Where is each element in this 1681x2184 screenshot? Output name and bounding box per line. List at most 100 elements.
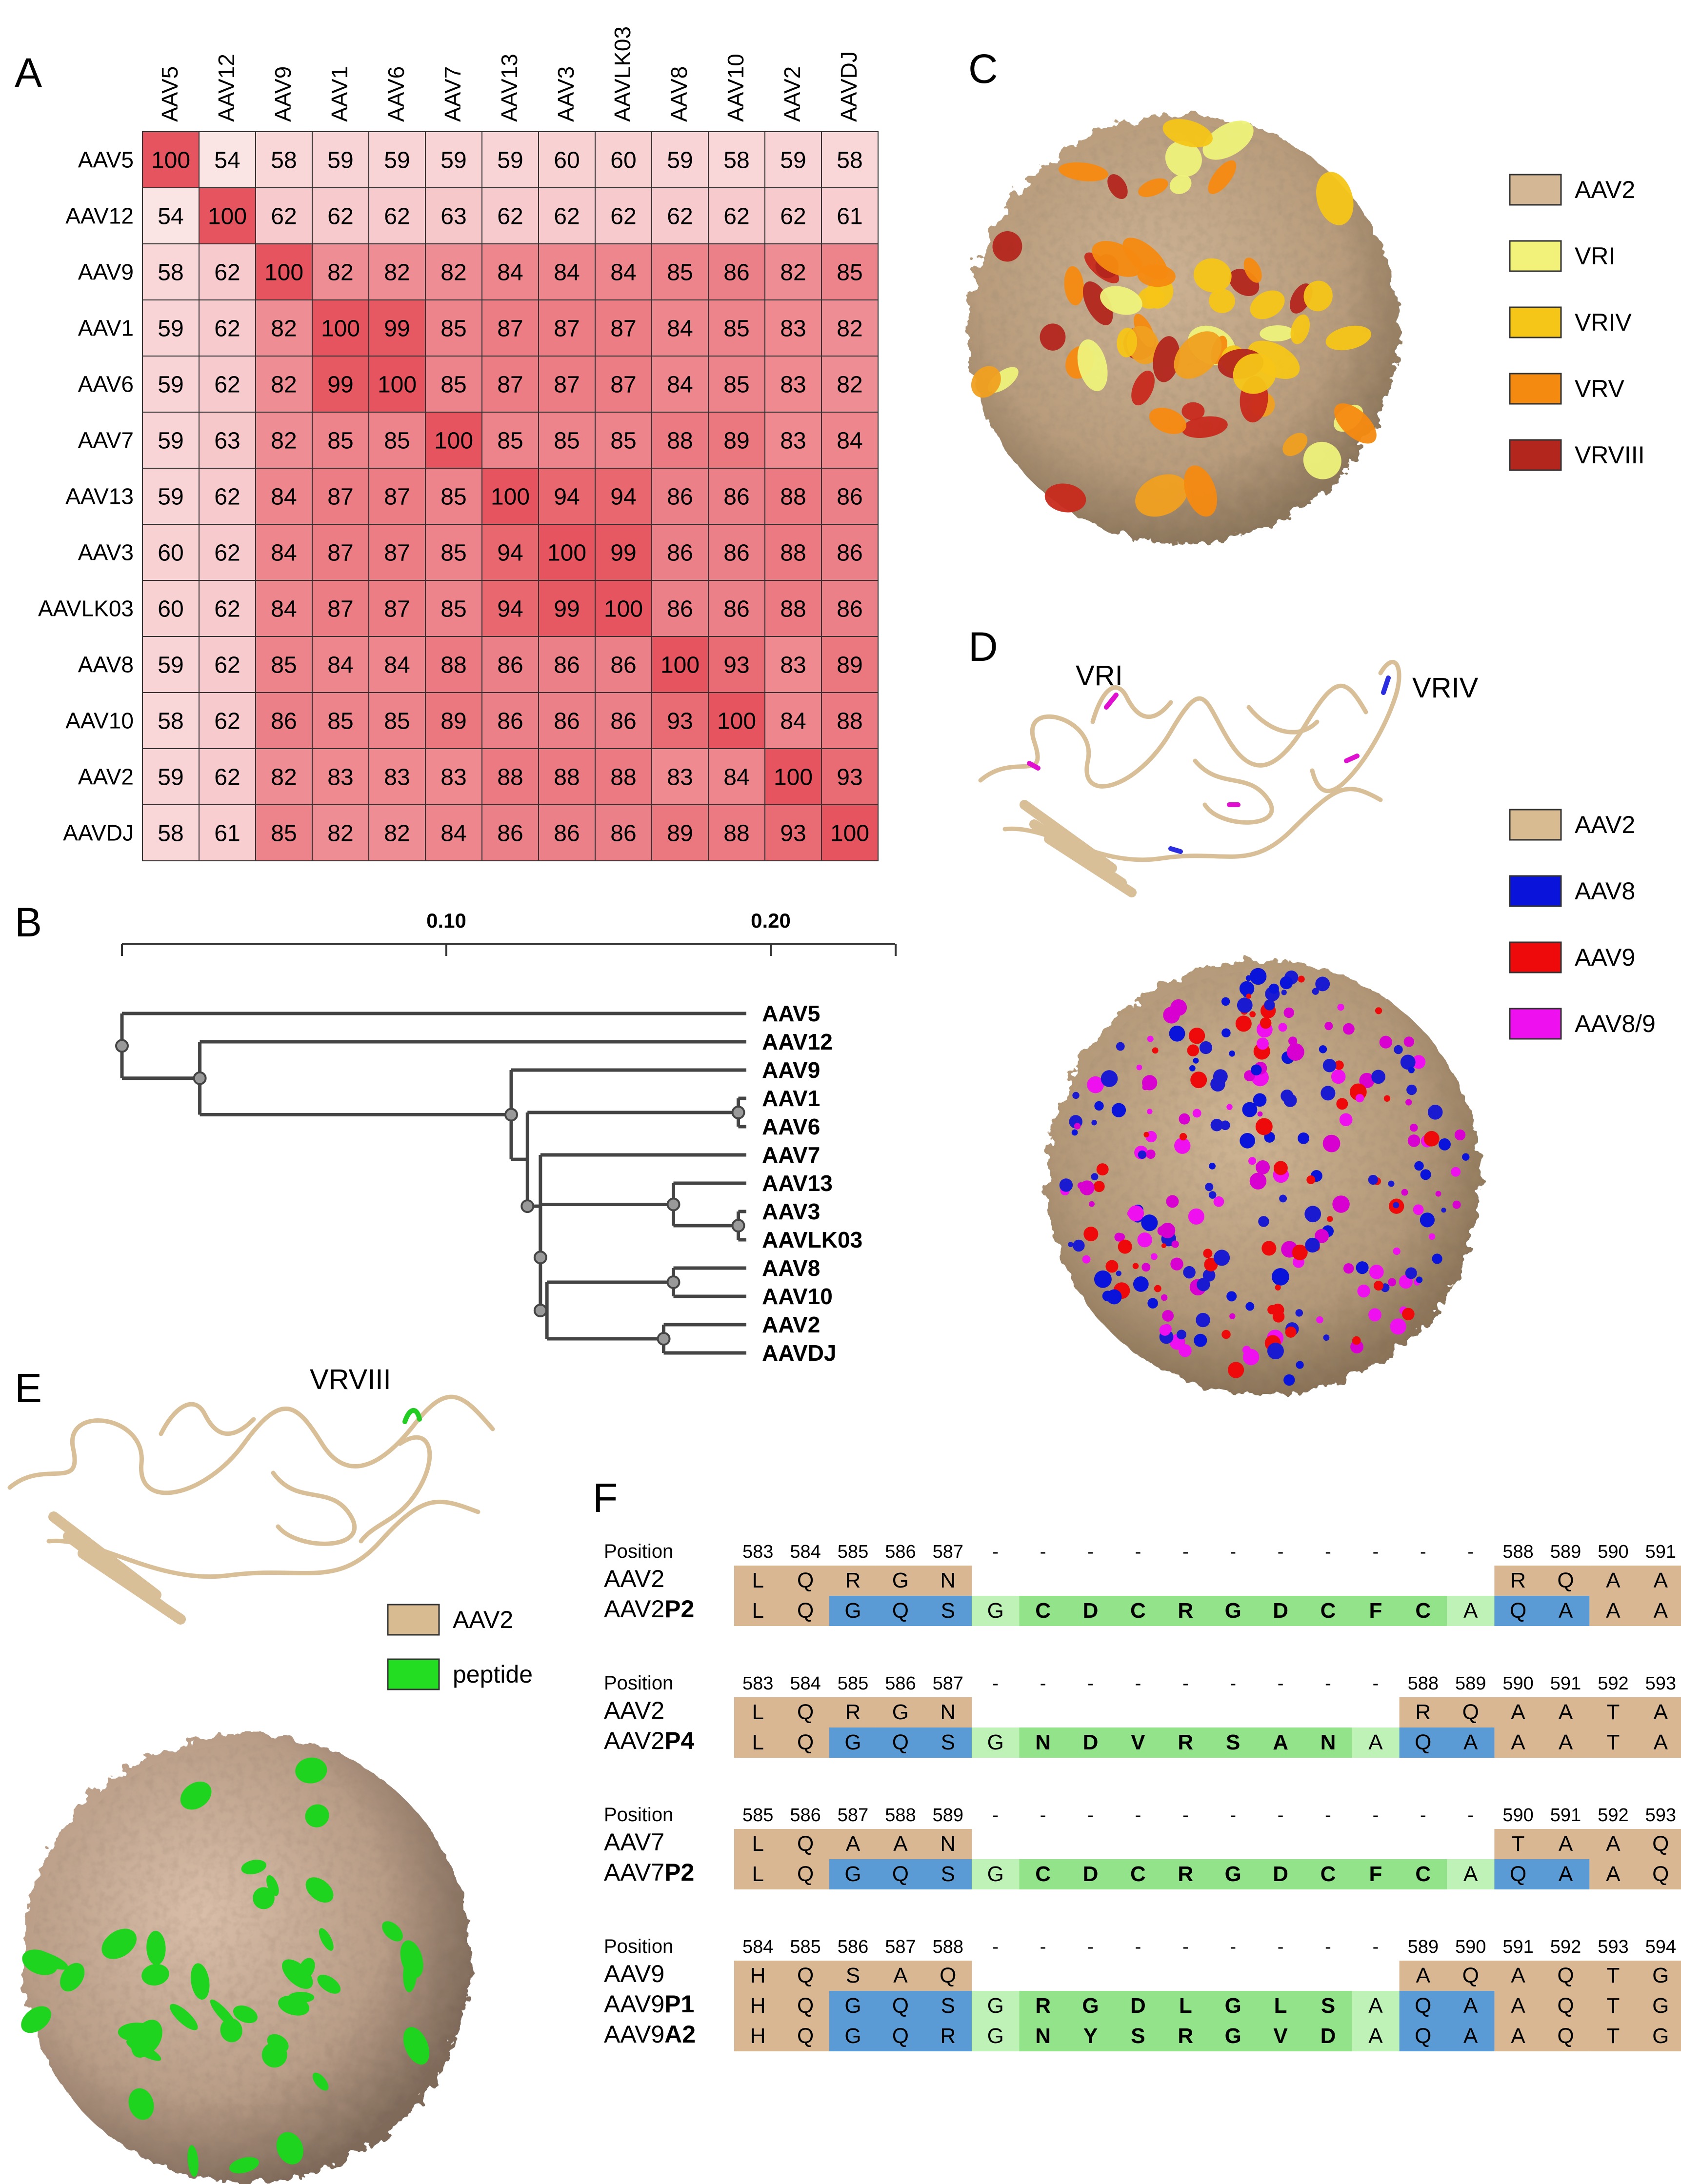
cell-value: 62	[214, 484, 240, 510]
residue-difference-patch	[1220, 1120, 1230, 1131]
residue-difference-patch	[1285, 1326, 1297, 1338]
residue-difference-patch	[1260, 1017, 1272, 1029]
residue: R	[1178, 2024, 1193, 2048]
residue: A	[1654, 1569, 1668, 1592]
cell-value: 84	[384, 653, 410, 678]
residue-cell	[972, 1859, 1020, 1889]
residue-difference-patch	[1083, 1227, 1099, 1242]
variable-region-patch	[1138, 178, 1168, 197]
residue: S	[1321, 1994, 1335, 2018]
residue-difference-patch	[1334, 1060, 1344, 1070]
residue-difference-patch	[1229, 1050, 1235, 1057]
peptide-patch	[305, 1877, 334, 1903]
residue-cell	[1257, 1727, 1305, 1758]
residue: V	[1273, 2024, 1288, 2048]
residue: A	[1511, 1964, 1525, 1987]
position-number: -	[1182, 1542, 1189, 1562]
residue: G	[844, 1994, 861, 2018]
residue: R	[845, 1569, 861, 1592]
heatmap-cell	[651, 187, 709, 244]
cell-value: 82	[837, 372, 862, 398]
residue: G	[1652, 1964, 1669, 1987]
peptide-patch	[295, 1757, 327, 1784]
residue-difference-patch	[1133, 1276, 1149, 1292]
residue-difference-patch	[1137, 1232, 1152, 1248]
cell-value: 93	[837, 765, 862, 791]
residue-difference-patch	[1162, 1310, 1174, 1322]
cell-value: 85	[440, 372, 466, 398]
tree-leaf-label: AAV13	[762, 1171, 833, 1196]
tree-leaf-label: AAV10	[762, 1284, 833, 1309]
residue-difference-patch	[1316, 1316, 1323, 1324]
variable-region-patch	[1153, 336, 1180, 382]
residue: D	[1083, 1599, 1099, 1623]
position-number: -	[992, 1542, 999, 1562]
legend-swatch	[1509, 809, 1562, 841]
residue: A	[1559, 1599, 1573, 1623]
cell-value: 84	[497, 260, 523, 286]
residue-cell	[1066, 1727, 1115, 1758]
residue-difference-patch	[1271, 1268, 1289, 1286]
position-number: 587	[838, 1805, 868, 1826]
peptide-patch	[141, 1964, 169, 1986]
residue-cell	[1637, 1859, 1681, 1889]
residue: Q	[1510, 1599, 1526, 1623]
heatmap-cell	[425, 299, 482, 357]
residue: L	[752, 1730, 763, 1754]
peptide-patch	[319, 1928, 334, 1951]
cell-value: 86	[723, 260, 749, 286]
peptide-patch	[180, 1781, 212, 1810]
residue-difference-patch	[1331, 1069, 1346, 1084]
heatmap-cell	[651, 804, 709, 861]
sequence-name: AAV9	[604, 1960, 664, 1987]
variable-region-patch	[971, 366, 1001, 398]
residue-cell	[1304, 1859, 1352, 1889]
residue: A	[1606, 1832, 1621, 1856]
cell-value: 59	[158, 484, 183, 510]
residue-cell	[1541, 1859, 1590, 1889]
residue-difference-patch	[1094, 1270, 1112, 1288]
cell-value: 100	[774, 765, 813, 791]
residue: R	[940, 2024, 956, 2048]
heatmap-cell	[425, 468, 482, 525]
cell-value: 85	[610, 428, 636, 454]
residue-cell	[734, 1859, 782, 1889]
position-number: 584	[790, 1542, 820, 1562]
cell-value: 59	[667, 148, 693, 174]
residue-cell	[1637, 1961, 1681, 1991]
capsid-serotype-differences	[1046, 961, 1481, 1395]
residue-difference-patch	[1368, 1174, 1378, 1185]
position-number: 583	[742, 1542, 773, 1562]
heatmap-cell	[199, 356, 256, 413]
residue-cell	[1494, 1859, 1542, 1889]
heatmap-cell	[821, 748, 879, 805]
residue-difference-patch	[1074, 1123, 1081, 1130]
heatmap-cell	[821, 299, 879, 357]
col-header: AAV2	[780, 66, 805, 122]
residue-difference-patch	[1413, 1204, 1424, 1215]
position-number: -	[1373, 1805, 1379, 1826]
residue-difference-patch	[1462, 1153, 1470, 1161]
residue-cell	[1589, 1697, 1638, 1727]
heatmap-cell	[142, 804, 200, 861]
cell-value: 88	[780, 484, 806, 510]
position-label: Position	[604, 1672, 673, 1694]
residue-cell	[1304, 1727, 1352, 1758]
residue: A	[1606, 1862, 1621, 1886]
variable-region-patch	[1334, 403, 1377, 444]
heatmap-cell	[595, 299, 652, 357]
cell-value: 86	[497, 709, 523, 735]
sequence-name: AAV2	[604, 1697, 664, 1724]
residue-difference-patch	[1221, 997, 1230, 1006]
residue-cell	[1257, 1596, 1305, 1626]
legend-label: VRIV	[1575, 309, 1632, 336]
heatmap-cell	[821, 243, 879, 300]
residue-cell	[1019, 1859, 1067, 1889]
position-number: -	[1278, 1542, 1284, 1562]
residue: G	[844, 1599, 861, 1623]
variable-region-patch	[1250, 290, 1285, 319]
residue: S	[941, 1599, 955, 1623]
col-header: AAV13	[497, 54, 522, 122]
residue-cell	[1589, 1566, 1638, 1596]
heatmap-cell	[312, 468, 369, 525]
